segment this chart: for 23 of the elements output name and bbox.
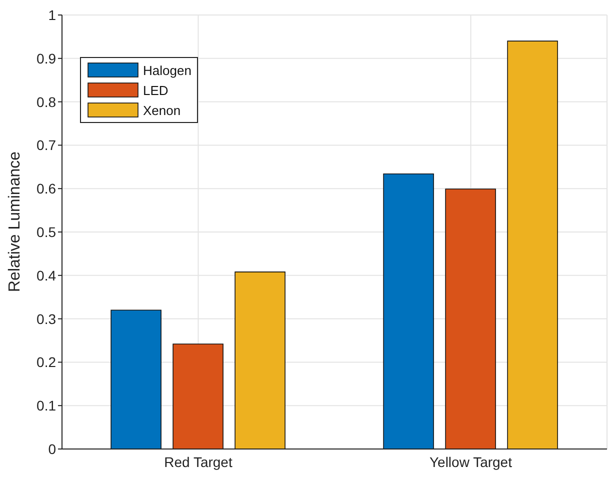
y-tick-label: 0.5 [36,224,56,240]
y-tick-label: 0.9 [36,50,56,66]
y-tick-label: 0.1 [36,398,56,414]
x-tick-label: Yellow Target [429,454,512,470]
y-axis-title: Relative Luminance [6,151,24,292]
bar [234,272,286,449]
bar [445,188,496,449]
bar [172,344,224,449]
legend-label: Xenon [143,102,181,118]
y-tick-label: 0.7 [36,137,56,154]
y-tick-label: 0.3 [36,310,56,327]
bar [507,40,558,449]
y-tick-label: 0.8 [36,94,56,110]
legend-label: Halogen [143,62,192,78]
y-tick-label: 0.4 [36,267,56,284]
legend-label: LED [143,82,168,98]
y-tick-label: 0 [48,440,56,457]
y-tick-label: 0.2 [36,354,56,370]
y-tick-label: 0.6 [36,180,56,197]
bar [383,173,434,449]
y-tick-label: 1 [48,6,56,23]
x-tick-label: Red Target [164,454,232,470]
bar [110,310,162,449]
